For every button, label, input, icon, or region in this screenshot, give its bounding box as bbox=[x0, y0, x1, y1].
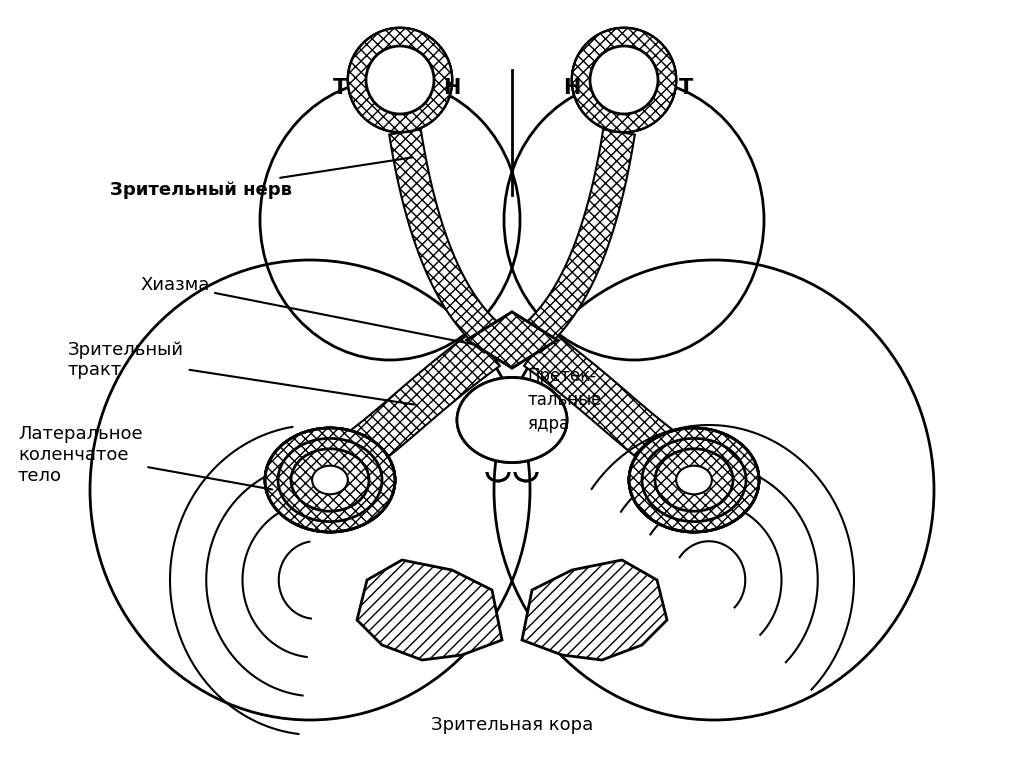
Circle shape bbox=[366, 46, 434, 114]
Text: Хиазма: Хиазма bbox=[140, 276, 474, 344]
Wedge shape bbox=[572, 28, 676, 132]
Polygon shape bbox=[467, 312, 557, 368]
Text: T: T bbox=[679, 78, 693, 98]
Ellipse shape bbox=[265, 428, 395, 532]
Circle shape bbox=[572, 28, 676, 132]
Polygon shape bbox=[328, 331, 500, 483]
Text: Зрительный
тракт: Зрительный тракт bbox=[68, 341, 415, 404]
Text: Претек-
тальные
ядра: Претек- тальные ядра bbox=[527, 367, 601, 433]
Polygon shape bbox=[522, 560, 667, 660]
Polygon shape bbox=[467, 312, 557, 368]
Circle shape bbox=[590, 46, 658, 114]
Ellipse shape bbox=[676, 466, 712, 494]
Circle shape bbox=[348, 28, 452, 132]
Text: Латеральное
коленчатое
тело: Латеральное коленчатое тело bbox=[18, 425, 272, 489]
Text: Зрительный нерв: Зрительный нерв bbox=[110, 157, 413, 199]
Ellipse shape bbox=[457, 377, 567, 463]
Ellipse shape bbox=[629, 428, 759, 532]
Text: Н: Н bbox=[563, 78, 581, 98]
Circle shape bbox=[366, 46, 434, 114]
Wedge shape bbox=[572, 28, 676, 132]
Ellipse shape bbox=[312, 466, 348, 494]
Ellipse shape bbox=[265, 428, 395, 532]
Text: Зрительная кора: Зрительная кора bbox=[431, 716, 593, 734]
Polygon shape bbox=[357, 560, 502, 660]
Circle shape bbox=[572, 28, 676, 132]
Ellipse shape bbox=[676, 466, 712, 494]
Circle shape bbox=[590, 46, 658, 114]
Text: T: T bbox=[333, 78, 347, 98]
Circle shape bbox=[348, 28, 452, 132]
Ellipse shape bbox=[312, 466, 348, 494]
Polygon shape bbox=[520, 130, 635, 353]
Wedge shape bbox=[348, 28, 452, 132]
Ellipse shape bbox=[457, 377, 567, 463]
Text: Н: Н bbox=[443, 78, 461, 98]
Ellipse shape bbox=[629, 428, 759, 532]
Wedge shape bbox=[348, 28, 452, 132]
Polygon shape bbox=[389, 130, 504, 353]
Polygon shape bbox=[524, 331, 696, 483]
